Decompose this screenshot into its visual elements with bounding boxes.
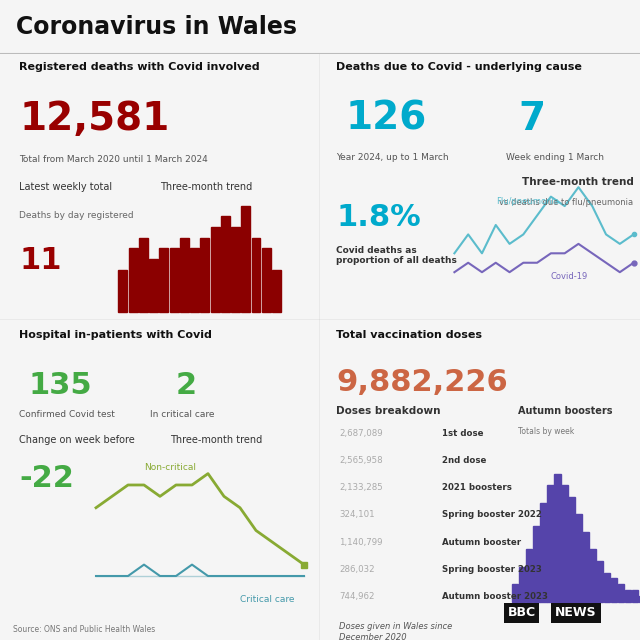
Text: 9,882,226: 9,882,226	[336, 368, 508, 397]
Bar	[618, 584, 624, 602]
Text: 2,687,089: 2,687,089	[339, 429, 383, 438]
Text: Covid deaths as
proportion of all deaths: Covid deaths as proportion of all deaths	[336, 246, 457, 265]
Text: In critical care: In critical care	[150, 410, 215, 419]
Bar	[180, 237, 189, 312]
Bar	[519, 566, 525, 602]
Text: Total from March 2020 until 1 March 2024: Total from March 2020 until 1 March 2024	[19, 156, 208, 164]
Text: Totals by week: Totals by week	[518, 428, 575, 436]
Text: Deaths due to Covid - underlying cause: Deaths due to Covid - underlying cause	[336, 62, 582, 72]
Text: Confirmed Covid test: Confirmed Covid test	[19, 410, 115, 419]
Text: Registered deaths with Covid involved: Registered deaths with Covid involved	[19, 62, 260, 72]
Text: Three-month trend: Three-month trend	[160, 182, 252, 192]
Bar	[241, 206, 250, 312]
Bar	[170, 248, 179, 312]
Bar	[190, 248, 199, 312]
Text: Spring booster 2022: Spring booster 2022	[442, 511, 541, 520]
Bar	[604, 573, 610, 602]
Bar	[561, 485, 568, 602]
Text: 2nd dose: 2nd dose	[442, 456, 486, 465]
Bar	[625, 590, 631, 602]
Bar	[139, 237, 148, 312]
Text: Spring booster 2023: Spring booster 2023	[442, 565, 541, 574]
Bar	[596, 561, 603, 602]
Text: Non-critical: Non-critical	[144, 463, 196, 472]
Bar	[159, 248, 168, 312]
Text: 2: 2	[176, 371, 197, 400]
Bar	[262, 248, 271, 312]
Bar	[272, 269, 281, 312]
Bar	[129, 248, 138, 312]
Text: 744,962: 744,962	[339, 592, 374, 601]
Text: Critical care: Critical care	[240, 595, 294, 604]
Text: Total vaccination doses: Total vaccination doses	[336, 330, 482, 340]
Bar	[589, 549, 596, 602]
Text: 1.8%: 1.8%	[336, 203, 420, 232]
Bar	[540, 502, 547, 602]
Text: vs deaths due to flu/pneumonia: vs deaths due to flu/pneumonia	[499, 198, 634, 207]
Bar	[149, 259, 158, 312]
Text: Three-month trend: Three-month trend	[170, 435, 262, 445]
Bar	[568, 497, 575, 602]
Text: Flu/pneumonia: Flu/pneumonia	[496, 197, 559, 206]
Text: 11: 11	[19, 246, 61, 275]
Bar	[575, 515, 582, 602]
Text: NEWS: NEWS	[555, 606, 597, 620]
Text: 12,581: 12,581	[19, 100, 170, 138]
Text: BBC: BBC	[508, 606, 536, 620]
Text: Deaths by day registered: Deaths by day registered	[19, 211, 134, 220]
Bar	[512, 584, 518, 602]
Text: Week ending 1 March: Week ending 1 March	[506, 153, 604, 162]
Bar	[554, 474, 561, 602]
Bar	[221, 216, 230, 312]
Text: Autumn booster 2023: Autumn booster 2023	[442, 592, 548, 601]
Text: 1,140,799: 1,140,799	[339, 538, 383, 547]
Text: 135: 135	[29, 371, 92, 400]
Text: Autumn boosters: Autumn boosters	[518, 406, 613, 417]
Text: -22: -22	[19, 464, 74, 493]
Bar	[611, 579, 617, 602]
Text: 2021 boosters: 2021 boosters	[442, 483, 511, 492]
Bar	[639, 596, 640, 602]
Bar	[118, 269, 127, 312]
Text: 7: 7	[518, 100, 545, 138]
Text: Source: ONS and Public Health Wales: Source: ONS and Public Health Wales	[13, 625, 155, 634]
Text: Autumn booster: Autumn booster	[442, 538, 521, 547]
Text: 126: 126	[346, 100, 427, 138]
Bar	[632, 590, 638, 602]
Text: Year 2024, up to 1 March: Year 2024, up to 1 March	[336, 153, 449, 162]
Bar	[526, 549, 532, 602]
Bar	[533, 526, 540, 602]
Text: Coronavirus in Wales: Coronavirus in Wales	[16, 15, 297, 39]
Text: Doses given in Wales since
December 2020: Doses given in Wales since December 2020	[339, 622, 452, 640]
Text: Doses breakdown: Doses breakdown	[336, 406, 440, 417]
Text: Hospital in-patients with Covid: Hospital in-patients with Covid	[19, 330, 212, 340]
Bar	[211, 227, 220, 312]
Text: Covid-19: Covid-19	[551, 272, 588, 281]
Text: 324,101: 324,101	[339, 511, 375, 520]
Text: 1st dose: 1st dose	[442, 429, 483, 438]
Bar	[582, 532, 589, 602]
Text: 2,565,958: 2,565,958	[339, 456, 383, 465]
Text: 286,032: 286,032	[339, 565, 375, 574]
Bar	[200, 237, 209, 312]
Text: 2,133,285: 2,133,285	[339, 483, 383, 492]
Text: Latest weekly total: Latest weekly total	[19, 182, 113, 192]
Bar	[252, 237, 260, 312]
Bar	[547, 485, 554, 602]
Text: Three-month trend: Three-month trend	[522, 177, 634, 187]
Text: Change on week before: Change on week before	[19, 435, 135, 445]
Bar	[231, 227, 240, 312]
